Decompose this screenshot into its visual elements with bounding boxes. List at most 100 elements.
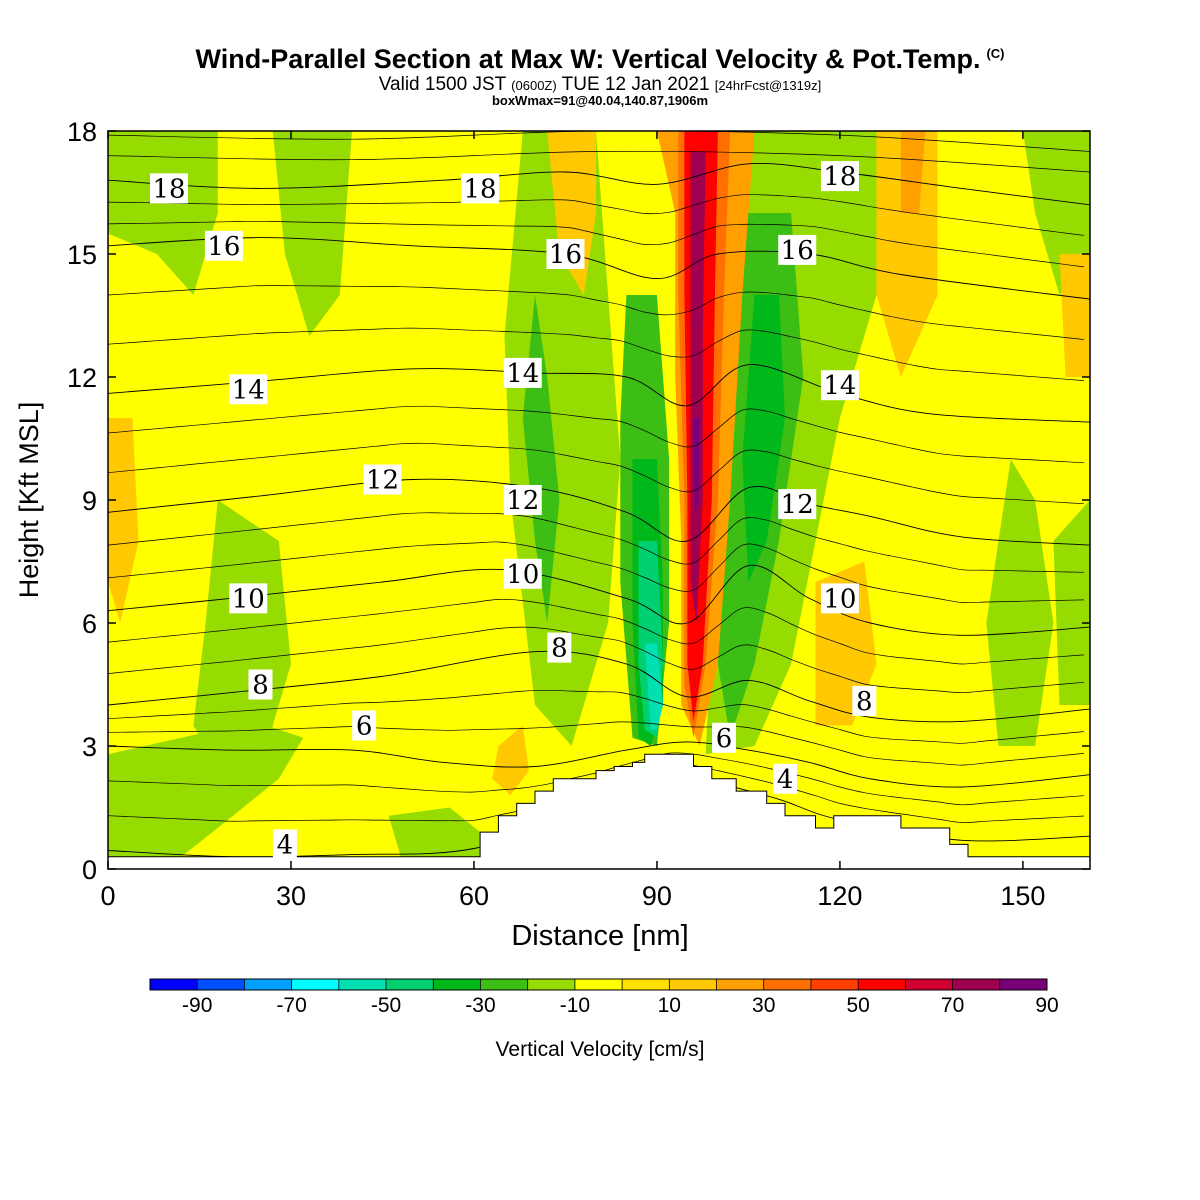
chart-title: Wind-Parallel Section at Max W: Vertical… [195, 44, 1005, 74]
colorbar-tick-label: -10 [560, 994, 590, 1017]
w-region [876, 131, 938, 377]
svg-text:18: 18 [823, 162, 856, 192]
y-tick-label: 6 [82, 609, 97, 639]
colorbar-swatch [669, 979, 718, 990]
theta-contour [108, 741, 1090, 788]
svg-text:16: 16 [207, 232, 240, 262]
colorbar-tick-label: 70 [941, 994, 964, 1017]
colorbar-swatch [952, 979, 1001, 990]
theta-contour-label: 16 [204, 230, 243, 262]
theta-contour-label: 10 [229, 583, 268, 614]
x-tick-label: 60 [459, 881, 489, 911]
theta-contour-minor [108, 541, 1084, 604]
x-tick-label: 30 [276, 881, 306, 911]
svg-text:16: 16 [549, 240, 582, 270]
colorbar-frame [149, 978, 1048, 991]
theta-contour-minor [108, 442, 1084, 505]
theta-contour [108, 564, 1090, 636]
colorbar-swatch [150, 979, 198, 990]
colorbar-swatch [810, 979, 859, 990]
y-tick-label: 15 [67, 240, 97, 270]
w-region [108, 418, 139, 623]
terrain-outline [108, 753, 1090, 858]
colorbar-label: Vertical Velocity [cm/s] [495, 1038, 705, 1061]
w-region [108, 721, 304, 857]
w-region [272, 131, 352, 336]
w-region [644, 643, 663, 730]
theta-contour-minor [108, 150, 1090, 173]
svg-text:4: 4 [277, 830, 294, 860]
theta-contour-label: 18 [820, 161, 859, 192]
w-region [900, 131, 926, 213]
svg-text:8: 8 [856, 687, 873, 717]
colorbar-swatch [338, 979, 387, 990]
svg-text:12: 12 [781, 490, 814, 520]
svg-text:8: 8 [252, 671, 269, 701]
svg-text:4: 4 [777, 765, 794, 795]
theta-contour-label: 4 [272, 829, 297, 860]
theta-contour-minor [108, 194, 1084, 236]
y-tick-label: 0 [82, 855, 97, 885]
colorbar-swatch [999, 979, 1048, 990]
theta-contour-label: 4 [773, 763, 798, 795]
x-tick-label: 0 [100, 881, 115, 911]
theta-contour-minor [108, 220, 1084, 268]
colorbar-swatch [433, 979, 481, 990]
theta-contour-label: 10 [503, 558, 542, 590]
svg-text:18: 18 [152, 174, 185, 204]
w-region [986, 459, 1054, 746]
svg-text:12: 12 [506, 486, 539, 516]
colorbar-tick-label: 50 [846, 994, 869, 1017]
theta-contour [108, 650, 1090, 723]
w-region [690, 151, 706, 623]
svg-text:14: 14 [232, 375, 265, 405]
colorbar-swatch [622, 979, 670, 990]
colorbar-tick-label: 30 [752, 994, 775, 1017]
copyright-mark: (C) [986, 46, 1005, 61]
theta-contour [108, 162, 1090, 206]
y-tick-label: 12 [67, 363, 97, 393]
theta-contour-label: 8 [547, 632, 572, 664]
theta-contour-label: 16 [546, 239, 585, 270]
theta-contour-label: 14 [229, 374, 268, 405]
theta-contour-label: 10 [820, 583, 859, 614]
colorbar-swatch [386, 979, 434, 990]
theta-contour-label: 18 [461, 173, 500, 204]
colorbar-swatch [858, 979, 906, 990]
colorbar-tick-label: -50 [371, 994, 401, 1017]
colorbar-tick-label: -90 [182, 994, 212, 1017]
colorbar-swatch [527, 979, 576, 990]
x-tick-label: 150 [1000, 881, 1045, 911]
theta-contour-minor [108, 598, 1084, 665]
chart-subtitle-box-wmax: boxWmax=91@40.04,140.87,1906m [491, 93, 709, 108]
svg-text:14: 14 [506, 359, 539, 389]
theta-contour-label: 12 [363, 464, 402, 496]
theta-contour-label: 14 [503, 357, 542, 389]
theta-contour-minor [108, 512, 1084, 573]
theta-contour-label: 8 [852, 685, 877, 717]
w-region [504, 131, 621, 746]
colorbar-swatch [244, 979, 293, 990]
theta-contour-label: 6 [712, 722, 737, 754]
svg-text:6: 6 [716, 724, 733, 754]
theta-contour-label: 18 [149, 173, 188, 204]
colorbar-swatch [905, 979, 954, 990]
svg-text:10: 10 [232, 584, 265, 614]
theta-contour [108, 237, 1090, 300]
theta-contour-minor [108, 626, 1084, 694]
theta-contour-label: 6 [352, 710, 377, 742]
svg-text:14: 14 [823, 371, 856, 401]
colorbar-tick-label: -30 [465, 994, 495, 1017]
x-tick-label: 120 [817, 881, 862, 911]
theta-contour-minor [108, 327, 1084, 381]
colorbar-swatch [291, 979, 340, 990]
colorbar-swatch [716, 979, 765, 990]
colorbar-tick-label: 90 [1035, 994, 1058, 1017]
colorbar-tick-label: 10 [658, 994, 681, 1017]
theta-contour-minor [108, 285, 1084, 340]
svg-text:10: 10 [506, 560, 539, 590]
chart-subtitle: Valid 1500 JST (0600Z) TUE 12 Jan 2021 [… [378, 74, 822, 95]
colorbar-swatch [197, 979, 245, 990]
svg-text:18: 18 [464, 174, 497, 204]
